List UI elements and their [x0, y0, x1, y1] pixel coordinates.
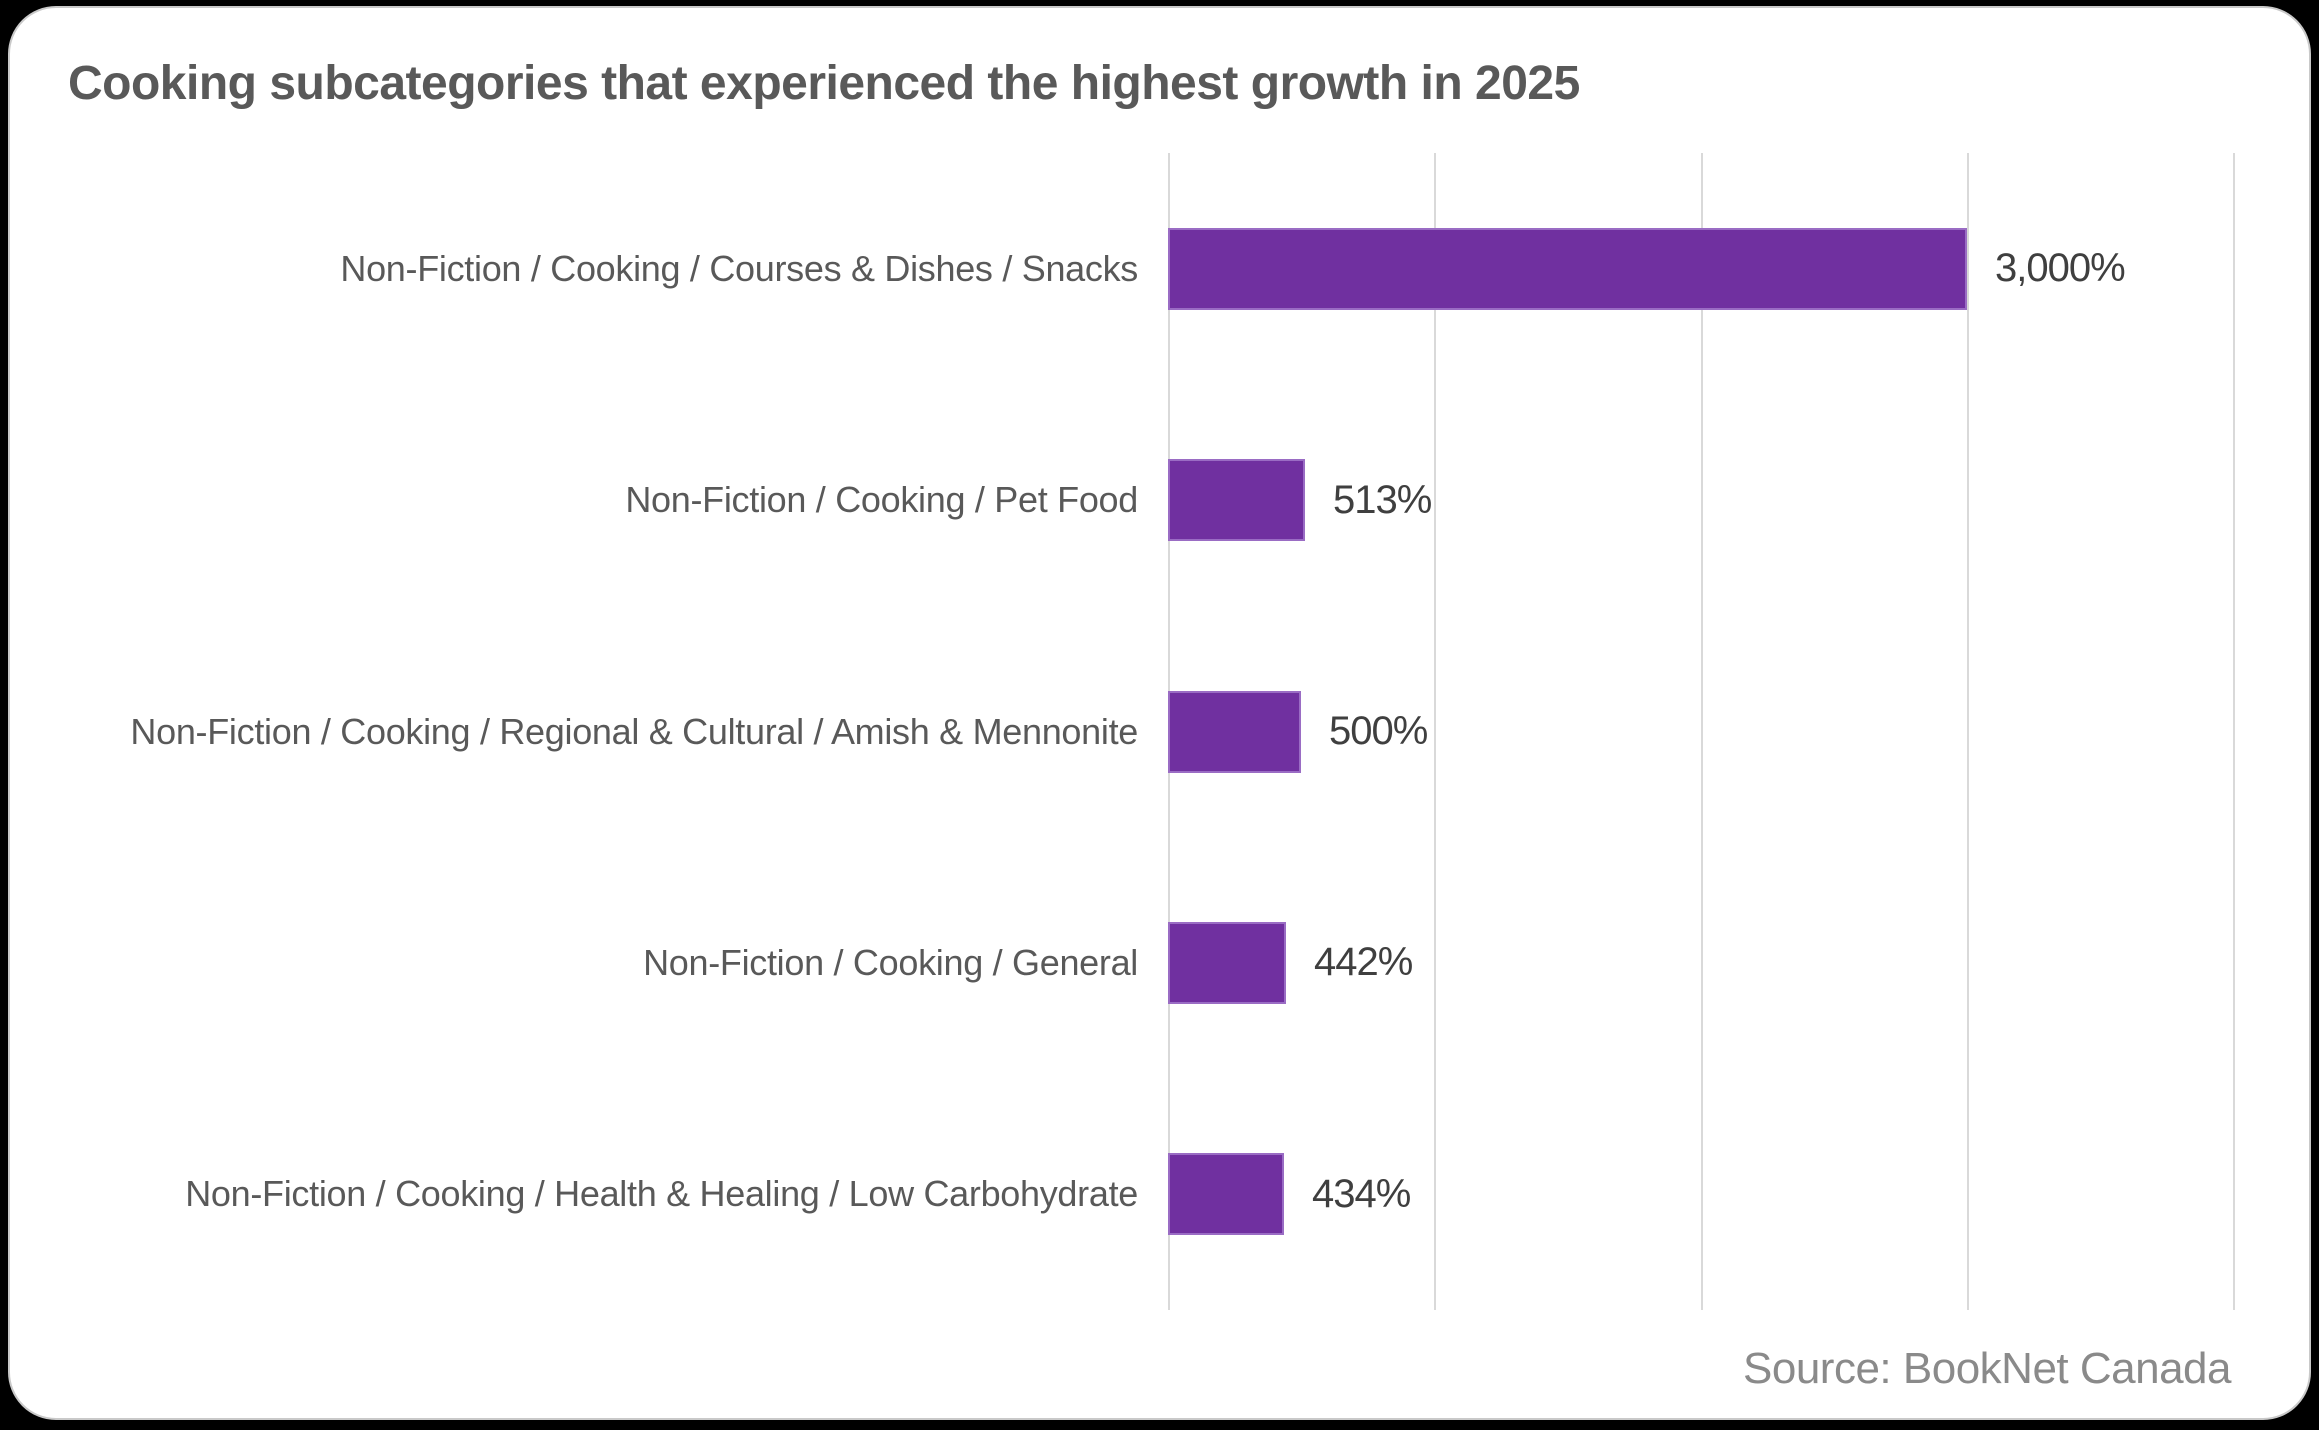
- chart-title: Cooking subcategories that experienced t…: [68, 57, 1580, 110]
- bar-row: Non-Fiction / Cooking / Health & Healing…: [10, 1079, 2309, 1310]
- gridline: [1434, 153, 1437, 1310]
- category-label: Non-Fiction / Cooking / Regional & Cultu…: [130, 710, 1138, 752]
- value-label: 434%: [1312, 1171, 1411, 1216]
- bar-row: Non-Fiction / Cooking / Courses & Dishes…: [10, 153, 2309, 384]
- category-label: Non-Fiction / Cooking / General: [643, 941, 1138, 983]
- gridline: [1966, 153, 1969, 1310]
- bar: [1168, 921, 1286, 1004]
- bar-row: Non-Fiction / Cooking / Regional & Cultu…: [10, 616, 2309, 847]
- chart-card: Cooking subcategories that experienced t…: [8, 6, 2311, 1420]
- bar-row: Non-Fiction / Cooking / General 442%: [10, 847, 2309, 1078]
- bar: [1168, 1153, 1284, 1236]
- value-label: 500%: [1329, 709, 1428, 754]
- category-label: Non-Fiction / Cooking / Pet Food: [625, 479, 1138, 521]
- bar-rows: Non-Fiction / Cooking / Courses & Dishes…: [10, 153, 2309, 1310]
- category-label: Non-Fiction / Cooking / Courses & Dishes…: [340, 247, 1138, 289]
- value-label: 513%: [1333, 477, 1432, 522]
- gridline: [1700, 153, 1703, 1310]
- gridline: [2233, 153, 2235, 1310]
- bar: [1168, 227, 1967, 310]
- bar-row: Non-Fiction / Cooking / Pet Food 513%: [10, 384, 2309, 615]
- category-label: Non-Fiction / Cooking / Health & Healing…: [185, 1173, 1138, 1215]
- bar: [1168, 459, 1305, 542]
- source-credit: Source: BookNet Canada: [1743, 1344, 2231, 1393]
- bar: [1168, 690, 1301, 773]
- value-label: 442%: [1314, 940, 1413, 985]
- value-label: 3,000%: [1995, 246, 2126, 291]
